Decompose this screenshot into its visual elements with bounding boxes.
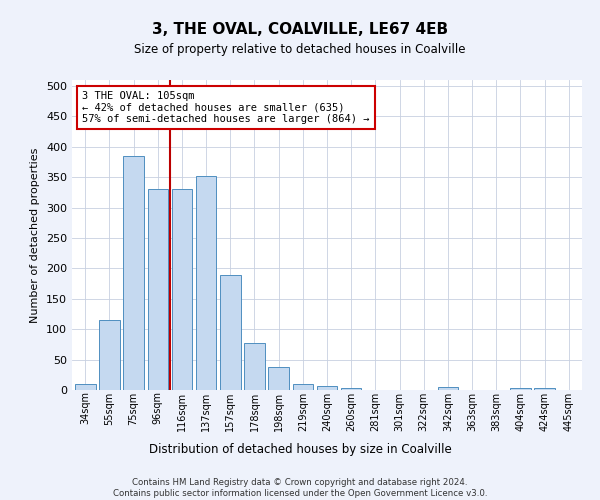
- Text: 3, THE OVAL, COALVILLE, LE67 4EB: 3, THE OVAL, COALVILLE, LE67 4EB: [152, 22, 448, 38]
- Bar: [268, 367, 289, 390]
- Bar: [220, 274, 241, 390]
- Bar: [99, 320, 120, 390]
- Bar: [75, 384, 95, 390]
- Text: Size of property relative to detached houses in Coalville: Size of property relative to detached ho…: [134, 42, 466, 56]
- Text: Contains HM Land Registry data © Crown copyright and database right 2024.
Contai: Contains HM Land Registry data © Crown c…: [113, 478, 487, 498]
- Bar: [510, 388, 530, 390]
- Bar: [341, 388, 361, 390]
- Text: Distribution of detached houses by size in Coalville: Distribution of detached houses by size …: [149, 442, 451, 456]
- Y-axis label: Number of detached properties: Number of detached properties: [31, 148, 40, 322]
- Bar: [534, 388, 555, 390]
- Bar: [124, 156, 144, 390]
- Bar: [148, 190, 168, 390]
- Bar: [317, 386, 337, 390]
- Bar: [293, 384, 313, 390]
- Text: 3 THE OVAL: 105sqm
← 42% of detached houses are smaller (635)
57% of semi-detach: 3 THE OVAL: 105sqm ← 42% of detached hou…: [82, 91, 370, 124]
- Bar: [437, 387, 458, 390]
- Bar: [172, 190, 192, 390]
- Bar: [196, 176, 217, 390]
- Bar: [244, 343, 265, 390]
